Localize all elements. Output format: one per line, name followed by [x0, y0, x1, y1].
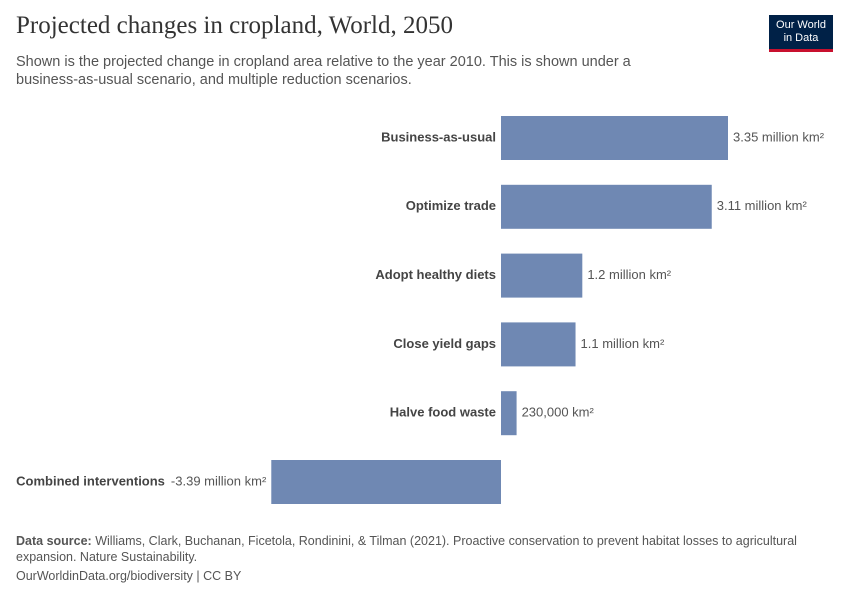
category-label: Combined interventions [16, 473, 165, 488]
bar [501, 116, 728, 160]
category-label: Close yield gaps [393, 336, 496, 351]
bar [271, 460, 501, 504]
bar [501, 391, 517, 436]
source-text: Williams, Clark, Buchanan, Ficetola, Ron… [16, 534, 797, 564]
category-label: Halve food waste [390, 405, 496, 420]
category-label: Adopt healthy diets [375, 267, 496, 282]
logo-line: Our World [776, 19, 826, 31]
value-label: 230,000 km² [522, 405, 595, 420]
source: Data source: Williams, Clark, Buchanan, … [16, 533, 826, 565]
footer: OurWorldinData.org/biodiversity | CC BY [16, 569, 242, 583]
logo[interactable]: Our World in Data [769, 15, 833, 52]
bar [501, 322, 576, 367]
value-label: 1.1 million km² [581, 336, 665, 351]
chart-title: Projected changes in cropland, World, 20… [16, 12, 453, 39]
bar [501, 184, 712, 229]
bar [501, 253, 583, 298]
logo-line: in Data [783, 32, 819, 44]
value-label: -3.39 million km² [171, 473, 267, 488]
value-label: 3.11 million km² [717, 198, 808, 213]
source-label: Data source: [16, 534, 92, 548]
category-label: Optimize trade [406, 198, 496, 213]
value-label: 3.35 million km² [733, 129, 825, 144]
category-label: Business-as-usual [381, 129, 496, 144]
chart-subtitle: Shown is the projected change in croplan… [16, 54, 631, 88]
value-label: 1.2 million km² [587, 267, 671, 282]
